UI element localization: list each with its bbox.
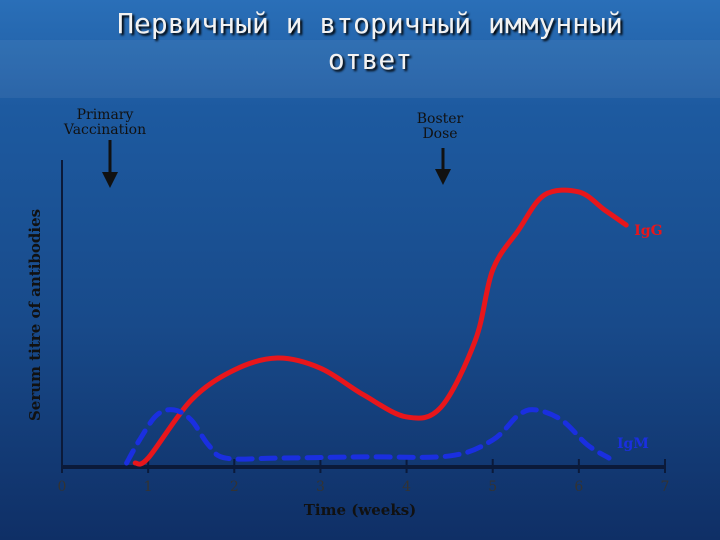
y-axis-label: Serum titre of antibodies bbox=[26, 209, 44, 421]
x-tick-label: 6 bbox=[574, 479, 583, 495]
series-label: IgG bbox=[634, 223, 662, 239]
x-tick-label: 7 bbox=[661, 479, 670, 495]
line-series bbox=[124, 407, 612, 466]
x-tick-label: 1 bbox=[144, 479, 153, 495]
title-band bbox=[0, 40, 720, 98]
chart-title: Первичный и вторичный иммунный ответ bbox=[117, 7, 623, 76]
arrow-head bbox=[102, 172, 118, 188]
x-axis-label: Time (weeks) bbox=[304, 501, 417, 519]
arrow-head bbox=[435, 169, 451, 185]
x-tick-label: 2 bbox=[230, 479, 239, 495]
x-tick-label: 0 bbox=[58, 479, 67, 495]
series-label: IgM bbox=[617, 436, 649, 452]
annotation: Boster Dose bbox=[416, 111, 464, 142]
x-tick-label: 5 bbox=[488, 479, 497, 495]
line-series bbox=[132, 187, 629, 467]
x-tick-label: 4 bbox=[402, 479, 411, 495]
x-tick-label: 3 bbox=[316, 479, 325, 495]
annotation: Primary Vaccination bbox=[63, 107, 147, 138]
